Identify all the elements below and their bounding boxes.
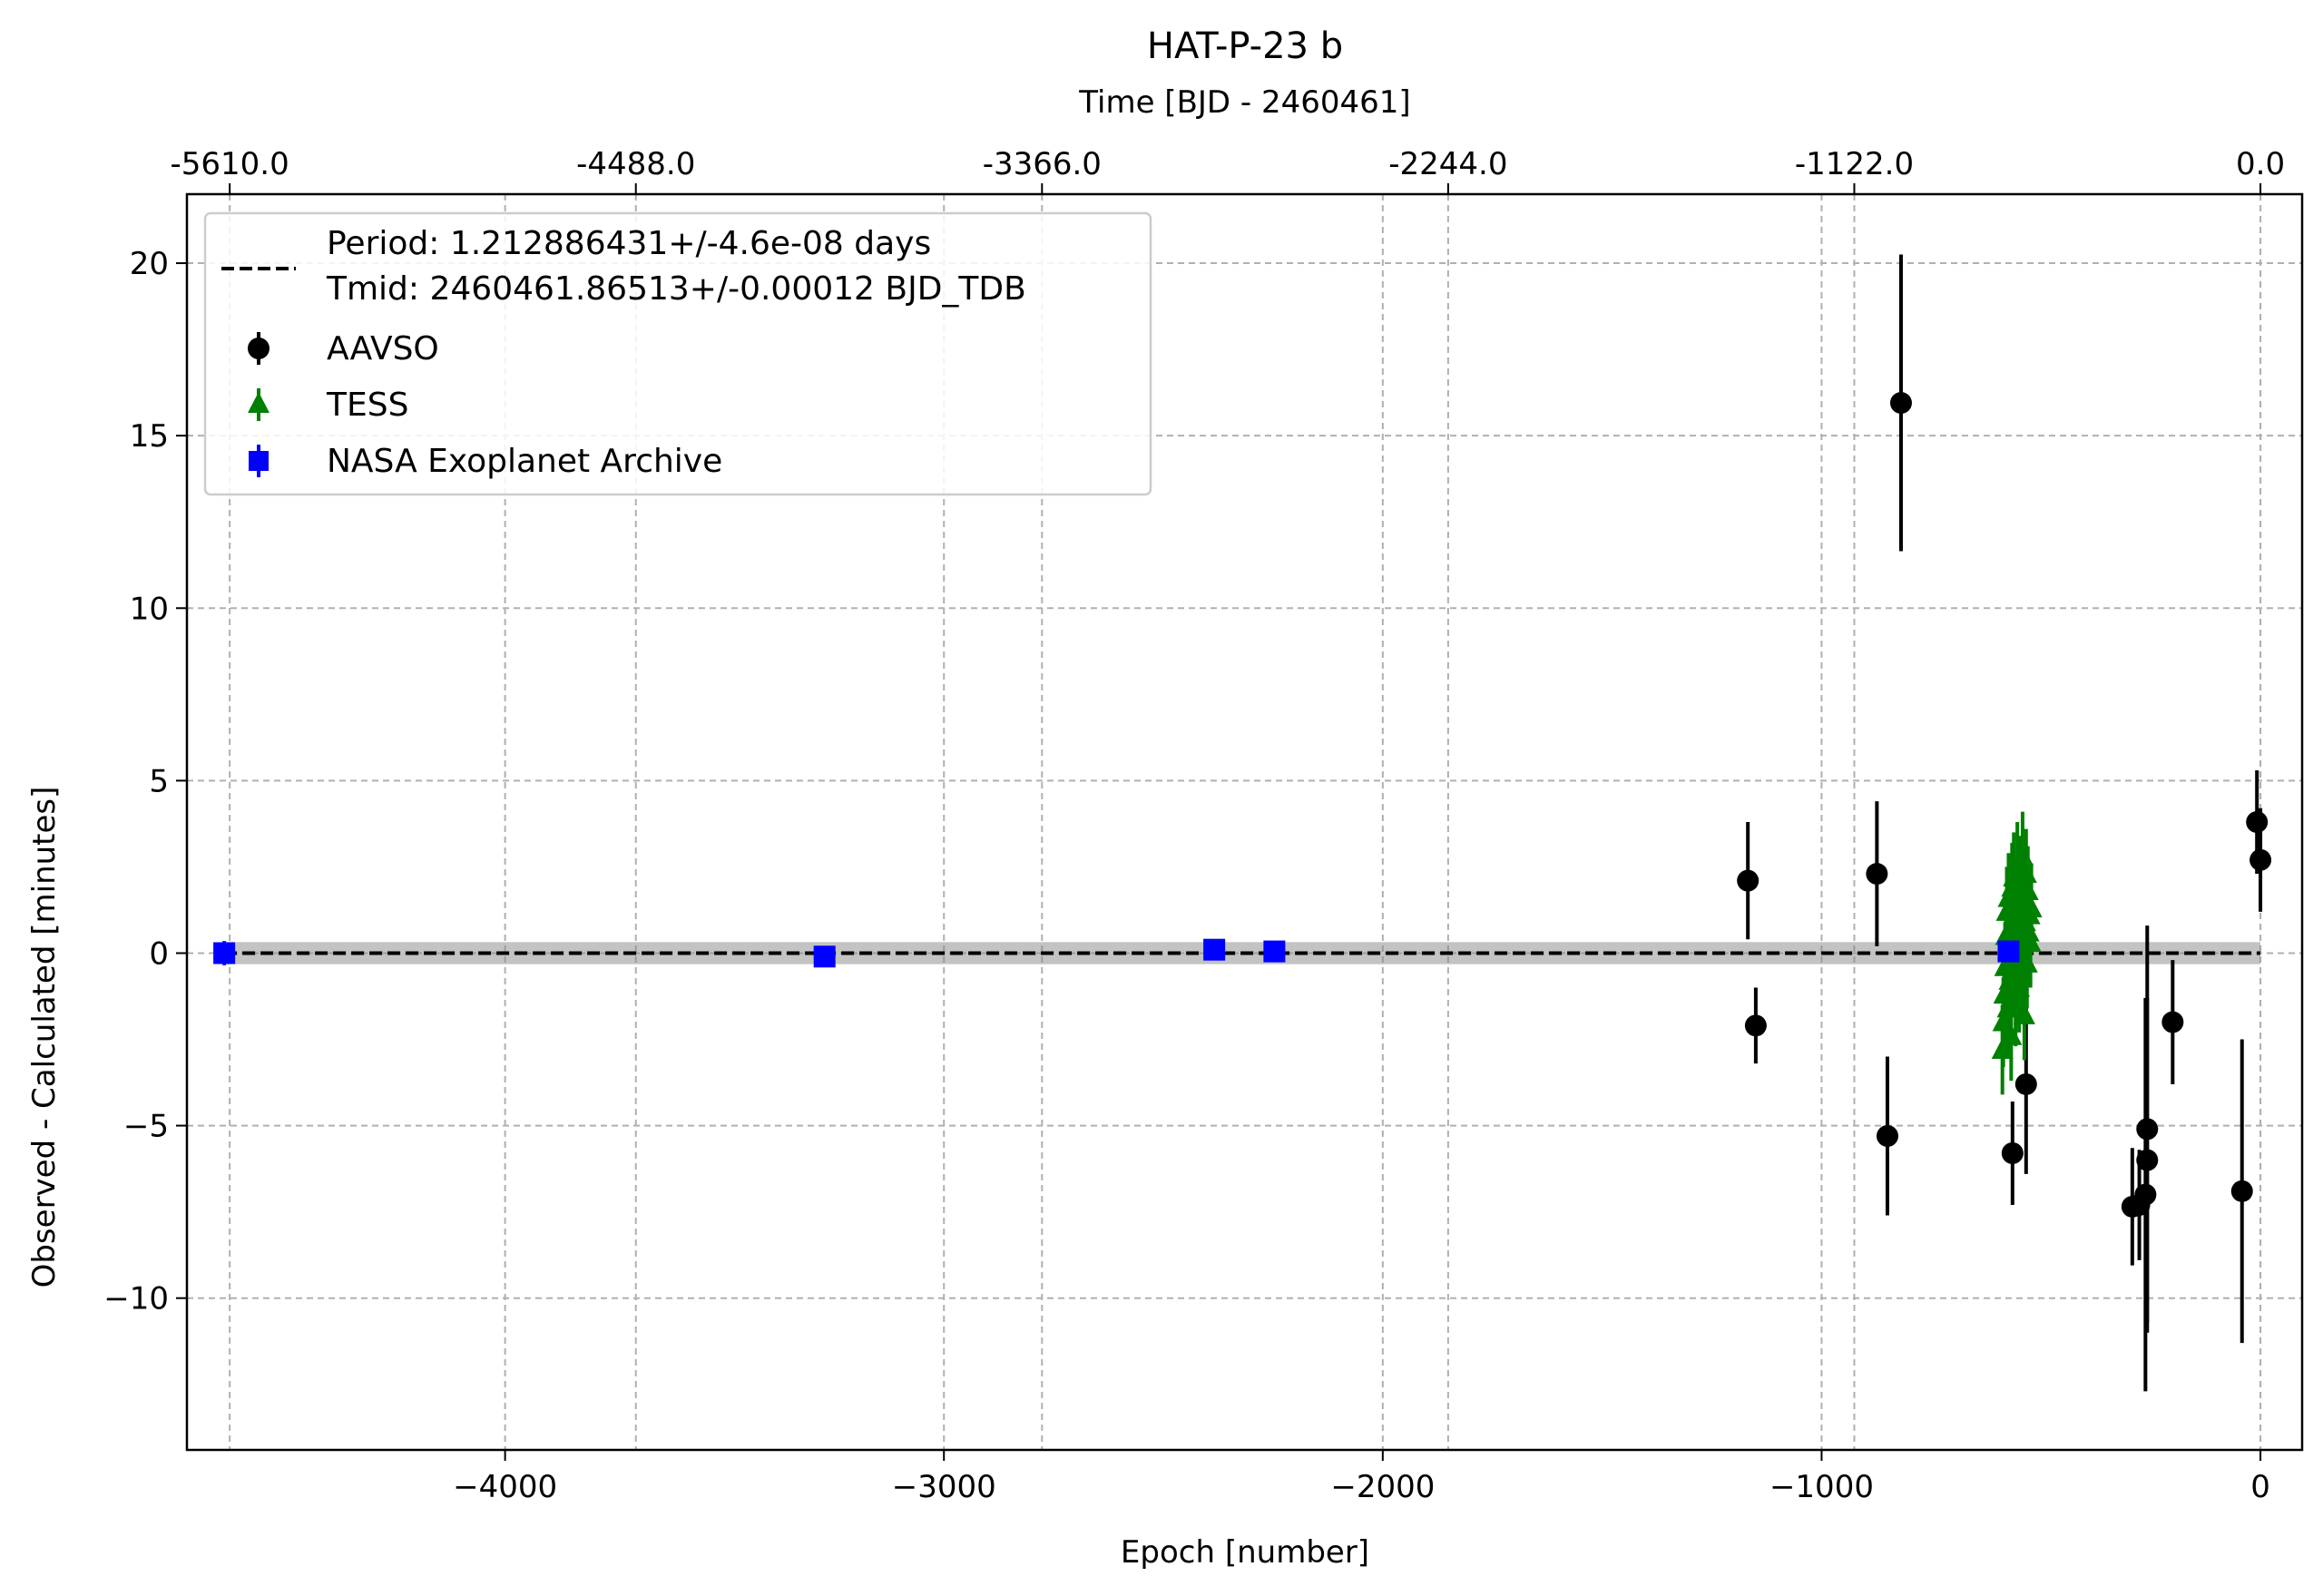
top-x-tick-label: -1122.0	[1795, 146, 1914, 182]
legend-nasa-label: NASA Exoplanet Archive	[327, 443, 722, 480]
aavso-point	[2249, 848, 2272, 871]
nasa-exoplanet-archive-point	[813, 945, 836, 968]
x-tick-label: −3000	[892, 1469, 996, 1505]
top-x-tick-label: -5610.0	[171, 146, 289, 182]
legend-aavso-label: AAVSO	[327, 330, 439, 367]
series-aavso	[1737, 254, 2272, 1392]
aavso-point	[2001, 1142, 2024, 1165]
top-x-tick-label: -4488.0	[576, 146, 695, 182]
y-tick-label: 0	[149, 935, 169, 972]
fit-line-group	[224, 942, 2261, 964]
x-tick-label: 0	[2250, 1469, 2270, 1505]
x-tick-label: −1000	[1769, 1469, 1874, 1505]
top-x-tick-label: -2244.0	[1388, 146, 1507, 182]
legend-fit-period: Period: 1.212886431+/-4.6e-08 days	[327, 225, 931, 262]
y-tick-label: 20	[130, 246, 169, 282]
legend-fit-tmid: Tmid: 2460461.86513+/-0.00012 BJD_TDB	[326, 270, 1026, 308]
plot-frame	[185, 192, 2304, 1452]
legend-tess-marker	[248, 392, 270, 413]
tess-point	[2013, 1003, 2035, 1024]
top-x-tick-label: -3366.0	[983, 146, 1102, 182]
y-tick-label: −5	[123, 1109, 169, 1145]
series-tess	[1991, 811, 2043, 1095]
aavso-point	[1737, 869, 1759, 892]
x-tick-label: −4000	[453, 1469, 557, 1505]
data-points	[213, 254, 2272, 1392]
legend-box	[203, 211, 1152, 496]
aavso-point	[2246, 811, 2269, 833]
y-tick-label: 15	[130, 418, 169, 455]
top-axis-label: Time [BJD - 2460461]	[1078, 84, 1410, 121]
nasa-exoplanet-archive-point	[1997, 940, 2020, 963]
aavso-point	[1744, 1014, 1767, 1037]
chart-title: HAT-P-23 b	[1147, 25, 1343, 67]
aavso-point	[1876, 1125, 1898, 1147]
tess-point	[2020, 896, 2043, 918]
aavso-point	[2136, 1118, 2159, 1141]
y-tick-label: 10	[130, 591, 169, 627]
legend-tess-label: TESS	[326, 387, 408, 424]
nasa-exoplanet-archive-point	[1203, 938, 1226, 961]
top-x-tick-label: 0.0	[2236, 146, 2285, 182]
y-tick-label: 5	[149, 763, 169, 799]
legend-aavso-marker	[248, 338, 270, 359]
aavso-point	[1866, 863, 1888, 886]
aavso-point	[2014, 1072, 2037, 1095]
nasa-exoplanet-archive-point	[213, 942, 236, 964]
y-axis-label: Observed - Calculated [minutes]	[26, 787, 63, 1288]
nasa-exoplanet-archive-point	[1263, 940, 1286, 963]
x-tick-label: −2000	[1330, 1469, 1435, 1505]
aavso-point	[1889, 392, 1912, 415]
x-axis-label: Epoch [number]	[1121, 1534, 1369, 1571]
axis-ticks: −4000 −3000 −2000 −1000 0 −10 −5 0 5 10 15 20 -5610.…	[103, 146, 2285, 1505]
series-nasa-exoplanet-archive	[213, 938, 2020, 968]
legend-nasa-marker	[249, 451, 269, 471]
aavso-point	[2161, 1011, 2184, 1033]
aavso-point	[2230, 1180, 2253, 1202]
legend: Period: 1.212886431+/-4.6e-08 days Tmid:…	[203, 211, 1152, 496]
y-tick-label: −10	[103, 1281, 169, 1317]
